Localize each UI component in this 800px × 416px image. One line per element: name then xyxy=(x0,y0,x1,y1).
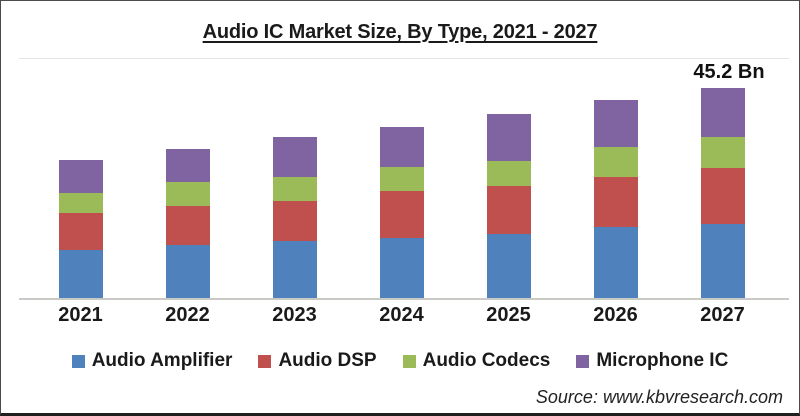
legend-item-audio-amplifier: Audio Amplifier xyxy=(71,350,233,372)
x-axis-label-2025: 2025 xyxy=(486,304,531,326)
bar-segment-microphone-ic-2022 xyxy=(165,148,210,183)
legend-swatch-audio-amplifier xyxy=(71,354,85,368)
stacked-bar-2027 xyxy=(700,88,745,298)
x-axis-label-2022: 2022 xyxy=(165,304,210,326)
x-axis: 2021 2022 2023 2024 2025 2026 2027 xyxy=(19,304,789,330)
source-credit: Source: www.kbvresearch.com xyxy=(535,387,783,407)
bar-segment-audio-amplifier-2025 xyxy=(486,234,531,298)
stacked-bar-2023 xyxy=(272,136,317,298)
bar-segment-audio-amplifier-2021 xyxy=(58,250,103,298)
x-axis-label-2026: 2026 xyxy=(593,304,638,326)
legend-swatch-audio-codecs xyxy=(402,354,416,368)
bar-segment-microphone-ic-2026 xyxy=(593,100,638,148)
bar-segment-audio-amplifier-2022 xyxy=(165,245,210,298)
bar-segment-audio-dsp-2023 xyxy=(272,200,317,241)
bar-segment-microphone-ic-2023 xyxy=(272,136,317,177)
x-axis-label-2021: 2021 xyxy=(58,304,103,326)
x-axis-label-2023: 2023 xyxy=(272,304,317,326)
bar-segment-audio-codecs-2027 xyxy=(700,136,745,168)
bar-segment-audio-amplifier-2023 xyxy=(272,240,317,298)
bar-segment-microphone-ic-2027 xyxy=(700,88,745,137)
bar-segment-audio-codecs-2025 xyxy=(486,161,531,187)
stacked-bar-2025 xyxy=(486,113,531,298)
x-axis-label-2024: 2024 xyxy=(379,304,424,326)
x-axis-label-2027: 2027 xyxy=(700,304,745,326)
stacked-bar-2021 xyxy=(58,159,103,298)
bar-segment-audio-dsp-2026 xyxy=(593,176,638,228)
bar-segment-audio-codecs-2021 xyxy=(58,192,103,213)
bar-segment-microphone-ic-2024 xyxy=(379,127,424,167)
bar-segment-microphone-ic-2025 xyxy=(486,113,531,162)
stacked-bar-2026 xyxy=(593,100,638,298)
bar-segment-audio-codecs-2026 xyxy=(593,147,638,177)
bar-segment-audio-dsp-2022 xyxy=(165,206,210,245)
bar-segment-audio-amplifier-2027 xyxy=(700,223,745,298)
bar-segment-audio-dsp-2025 xyxy=(486,186,531,235)
bar-segment-audio-dsp-2021 xyxy=(58,212,103,251)
plot-area: 45.2 Bn xyxy=(19,58,789,300)
legend-label-audio-dsp: Audio DSP xyxy=(278,350,377,371)
bar-segment-audio-amplifier-2026 xyxy=(593,227,638,298)
bar-segment-audio-dsp-2024 xyxy=(379,191,424,239)
bar-segment-audio-codecs-2022 xyxy=(165,182,210,206)
legend-item-audio-codecs: Audio Codecs xyxy=(402,350,551,372)
legend: Audio Amplifier Audio DSP Audio Codecs Micr… xyxy=(1,350,799,372)
bar-segment-audio-dsp-2027 xyxy=(700,167,745,224)
stacked-bar-2024 xyxy=(379,127,424,298)
bar-segment-audio-codecs-2023 xyxy=(272,176,317,201)
legend-label-audio-amplifier: Audio Amplifier xyxy=(91,350,233,371)
legend-label-audio-codecs: Audio Codecs xyxy=(422,350,551,371)
legend-label-microphone-ic: Microphone IC xyxy=(596,350,729,371)
total-annotation-2027: 45.2 Bn xyxy=(693,61,765,83)
bar-segment-audio-codecs-2024 xyxy=(379,166,424,192)
bar-segment-microphone-ic-2021 xyxy=(58,159,103,193)
bar-segment-audio-amplifier-2024 xyxy=(379,238,424,298)
legend-item-microphone-ic: Microphone IC xyxy=(576,350,728,372)
chart-title: Audio IC Market Size, By Type, 2021 - 20… xyxy=(202,21,598,43)
legend-item-audio-dsp: Audio DSP xyxy=(258,350,377,372)
legend-swatch-microphone-ic xyxy=(576,354,590,368)
stacked-bar-2022 xyxy=(165,148,210,298)
legend-swatch-audio-dsp xyxy=(258,354,272,368)
